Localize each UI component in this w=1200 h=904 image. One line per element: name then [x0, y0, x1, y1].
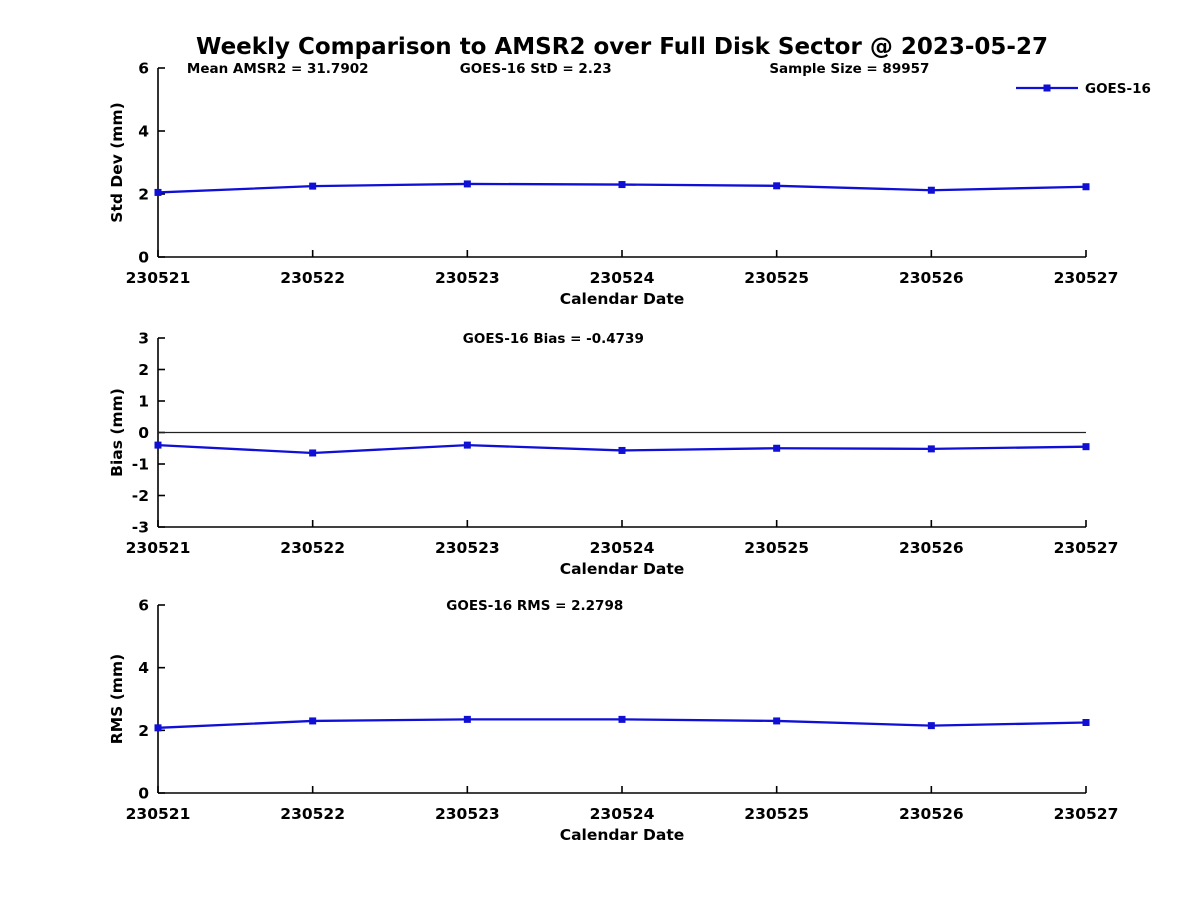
- x-tick-label: 230522: [280, 805, 345, 823]
- x-tick-label: 230523: [435, 805, 500, 823]
- x-tick-label: 230524: [590, 539, 655, 557]
- chart-title: Weekly Comparison to AMSR2 over Full Dis…: [196, 34, 1048, 60]
- x-tick-label: 230523: [435, 539, 500, 557]
- panel-annotation: Mean AMSR2 = 31.7902: [187, 61, 369, 77]
- data-point-marker: [773, 717, 781, 725]
- panel-annotation: Sample Size = 89957: [769, 61, 929, 77]
- data-point-marker: [309, 449, 317, 457]
- y-tick-label: 2: [138, 722, 149, 740]
- x-tick-label: 230521: [126, 805, 191, 823]
- data-point-marker: [773, 182, 781, 190]
- data-point-marker: [773, 444, 781, 452]
- y-tick-label: -3: [132, 519, 149, 537]
- y-tick-label: 0: [138, 424, 149, 442]
- data-point-marker: [1082, 443, 1090, 451]
- x-tick-label: 230524: [590, 269, 655, 287]
- panel-annotation: GOES-16 StD = 2.23: [460, 61, 612, 77]
- data-point-marker: [463, 441, 471, 449]
- panel-bias: 3 2 1 0 -1 -2 -3 230521 230522 230523 230524 230525…: [108, 330, 1118, 579]
- y-tick-label: -2: [132, 487, 149, 505]
- y-tick-label: -1: [132, 456, 149, 474]
- x-tick-label: 230527: [1054, 269, 1119, 287]
- x-tick-label: 230522: [280, 269, 345, 287]
- x-axis-label: Calendar Date: [560, 290, 685, 308]
- y-tick-label: 0: [138, 249, 149, 267]
- x-axis-label: Calendar Date: [560, 560, 685, 578]
- data-point-marker: [927, 186, 935, 194]
- x-tick-label: 230526: [899, 269, 964, 287]
- y-tick-label: 2: [138, 186, 149, 204]
- y-tick-label: 1: [138, 393, 149, 411]
- panel-rms: 0 2 4 6 230521 230522 230523 230524 230525 230526…: [108, 597, 1118, 845]
- data-point-marker: [927, 722, 935, 730]
- x-tick-label: 230527: [1054, 805, 1119, 823]
- data-point-marker: [154, 724, 162, 732]
- panel-annotation: GOES-16 RMS = 2.2798: [446, 598, 623, 614]
- y-axis-label: Std Dev (mm): [108, 102, 126, 222]
- data-point-marker: [309, 717, 317, 725]
- data-point-marker: [463, 715, 471, 723]
- x-tick-label: 230521: [126, 539, 191, 557]
- data-point-marker: [618, 715, 626, 723]
- data-point-marker: [618, 181, 626, 189]
- y-axis-label: Bias (mm): [108, 388, 126, 477]
- x-tick-label: 230523: [435, 269, 500, 287]
- panel-std-dev: 0 2 4 6 230521 230522 230523 230524 230525 230526…: [108, 60, 1151, 309]
- x-tick-label: 230525: [744, 269, 809, 287]
- y-tick-label: 4: [138, 659, 149, 677]
- legend-marker: [1043, 84, 1051, 92]
- data-point-marker: [1082, 183, 1090, 191]
- x-tick-label: 230521: [126, 269, 191, 287]
- y-tick-label: 6: [138, 597, 149, 615]
- x-tick-label: 230525: [744, 539, 809, 557]
- y-tick-label: 4: [138, 123, 149, 141]
- x-tick-label: 230526: [899, 539, 964, 557]
- data-point-marker: [154, 441, 162, 449]
- y-tick-label: 2: [138, 361, 149, 379]
- x-axis-label: Calendar Date: [560, 826, 685, 844]
- y-axis-label: RMS (mm): [108, 654, 126, 744]
- data-point-marker: [1082, 719, 1090, 726]
- data-point-marker: [309, 182, 317, 190]
- x-tick-label: 230527: [1054, 539, 1119, 557]
- x-tick-label: 230526: [899, 805, 964, 823]
- panel-annotation: GOES-16 Bias = -0.4739: [463, 331, 644, 347]
- x-tick-label: 230524: [590, 805, 655, 823]
- y-tick-label: 3: [138, 330, 149, 348]
- x-tick-label: 230525: [744, 805, 809, 823]
- data-point-marker: [154, 188, 162, 196]
- legend-label: GOES-16: [1085, 81, 1151, 97]
- data-point-marker: [463, 180, 471, 188]
- data-point-marker: [618, 446, 626, 454]
- x-tick-label: 230522: [280, 539, 345, 557]
- y-tick-label: 6: [138, 60, 149, 78]
- data-point-marker: [927, 445, 935, 453]
- y-tick-label: 0: [138, 785, 149, 803]
